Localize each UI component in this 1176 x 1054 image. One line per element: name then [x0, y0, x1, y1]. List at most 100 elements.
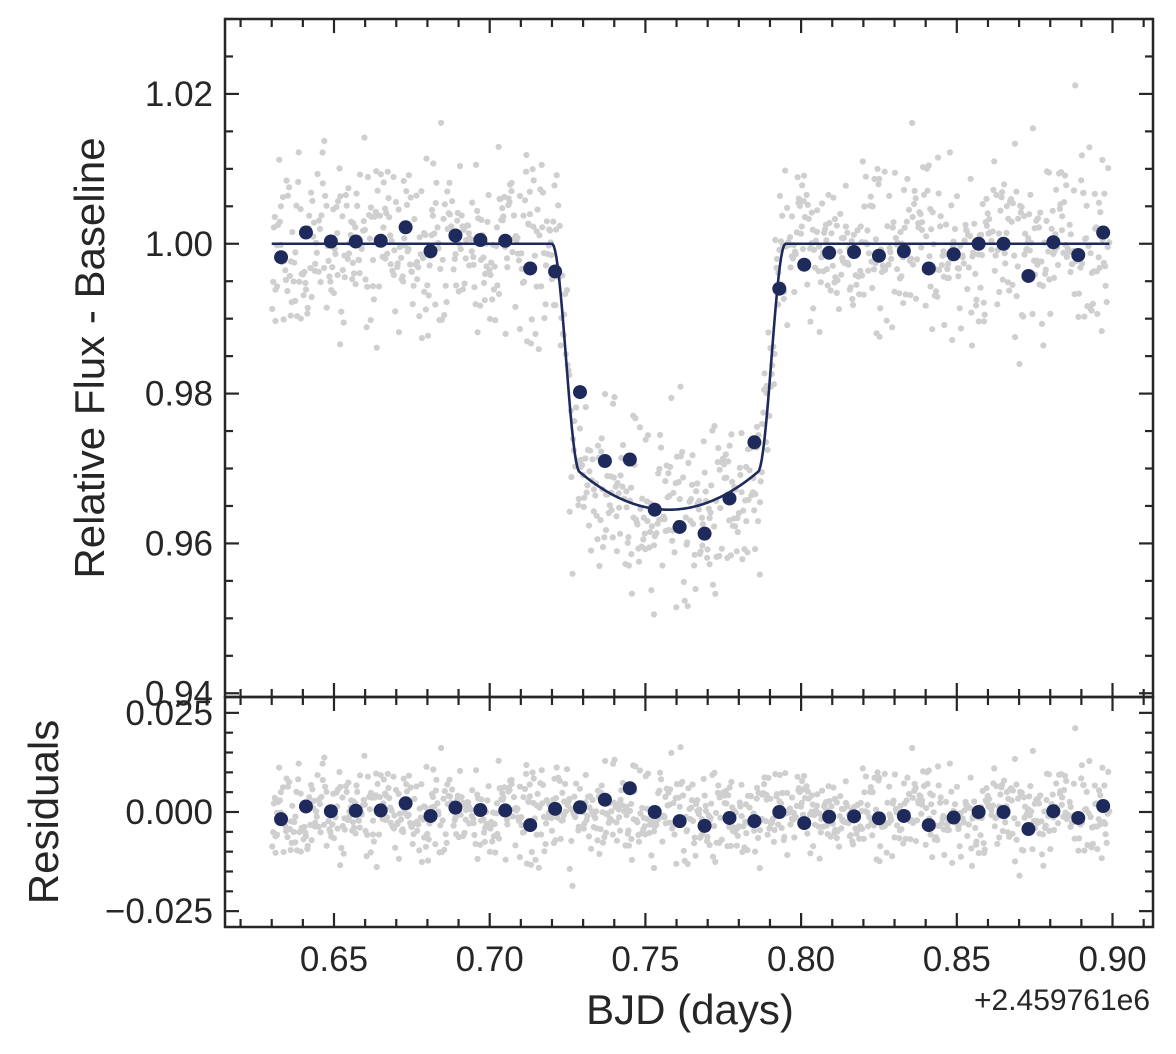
raw-flux-point	[297, 315, 304, 322]
raw-flux-point	[508, 188, 515, 195]
raw-flux-point	[382, 255, 389, 262]
binned-flux-point	[896, 244, 911, 259]
raw-residual-point	[801, 772, 808, 780]
raw-residual-point	[478, 796, 485, 803]
binned-flux-point	[921, 261, 936, 276]
raw-residual-point	[1001, 777, 1008, 784]
raw-flux-point	[857, 223, 864, 230]
raw-residual-point	[312, 819, 319, 826]
raw-residual-point	[504, 821, 511, 828]
raw-residual-point	[527, 861, 535, 868]
raw-residual-point	[274, 831, 281, 838]
raw-residual-point	[1063, 777, 1070, 785]
raw-flux-point	[443, 299, 450, 306]
flux-panel-frame	[223, 17, 1155, 699]
raw-residual-point	[481, 838, 488, 846]
raw-residual-point	[528, 848, 535, 856]
raw-flux-point	[480, 279, 488, 286]
raw-residual-point	[400, 775, 407, 782]
x-tick-label: 0.80	[767, 940, 835, 979]
raw-flux-point	[457, 246, 464, 253]
raw-residual-point	[430, 766, 437, 773]
raw-residual-point	[1089, 840, 1096, 847]
raw-residual-point	[308, 837, 315, 844]
x-tick-label: 0.70	[456, 940, 524, 979]
raw-flux-point	[1102, 263, 1109, 270]
raw-flux-point	[1047, 310, 1054, 317]
raw-flux-point	[1087, 250, 1094, 257]
raw-flux-point	[934, 154, 942, 161]
raw-flux-point	[817, 279, 824, 286]
raw-residual-point	[702, 802, 709, 809]
raw-flux-point	[1081, 313, 1088, 320]
raw-residual-point	[964, 832, 971, 840]
raw-residual-point	[784, 852, 791, 859]
raw-flux-point	[975, 318, 982, 325]
raw-flux-point	[889, 224, 896, 231]
raw-residual-point	[456, 767, 464, 775]
raw-flux-point	[694, 480, 701, 487]
raw-residual-point	[723, 800, 730, 807]
raw-flux-point	[833, 222, 840, 229]
raw-flux-point	[842, 223, 850, 230]
raw-residual-point	[290, 828, 297, 836]
raw-residual-point	[375, 831, 383, 838]
raw-flux-point	[315, 217, 322, 224]
raw-residual-point	[807, 850, 814, 857]
raw-flux-point	[650, 611, 658, 618]
raw-residual-point	[1083, 788, 1090, 796]
raw-residual-point	[429, 794, 436, 801]
raw-residual-point	[867, 784, 874, 791]
raw-flux-point	[440, 215, 447, 222]
raw-flux-point	[333, 204, 340, 211]
raw-residual-point	[1081, 847, 1088, 854]
raw-flux-point	[465, 230, 472, 237]
raw-flux-point	[1018, 204, 1025, 211]
raw-flux-point	[470, 253, 477, 261]
flux-y-tick-label: 0.96	[145, 524, 213, 563]
raw-residual-point	[762, 818, 770, 825]
raw-flux-point	[935, 190, 942, 197]
raw-flux-point	[585, 522, 593, 529]
raw-flux-point	[418, 188, 425, 195]
raw-residual-point	[847, 832, 854, 839]
raw-residual-point	[625, 842, 633, 849]
raw-flux-point	[485, 192, 492, 199]
raw-flux-point	[966, 232, 974, 240]
raw-residual-point	[711, 769, 718, 777]
raw-residual-point	[737, 803, 744, 810]
raw-flux-point	[650, 542, 658, 549]
raw-flux-point	[444, 188, 451, 195]
raw-residual-point	[1095, 816, 1102, 823]
raw-flux-point	[349, 276, 356, 283]
raw-flux-point	[671, 549, 678, 556]
raw-flux-point	[424, 282, 431, 289]
raw-residual-point	[804, 788, 811, 795]
binned-flux-point	[847, 244, 862, 259]
raw-flux-point	[881, 168, 888, 175]
raw-flux-point	[927, 283, 934, 290]
raw-residual-point	[1009, 787, 1017, 794]
raw-flux-point	[711, 523, 718, 530]
raw-flux-point	[691, 562, 698, 569]
raw-flux-point	[728, 431, 735, 438]
raw-residual-point	[1020, 794, 1028, 801]
raw-residual-point	[1053, 780, 1060, 787]
raw-flux-point	[628, 551, 635, 558]
raw-flux-point	[624, 539, 631, 547]
raw-residual-point	[918, 810, 925, 818]
raw-flux-point	[1043, 217, 1050, 224]
raw-flux-point	[474, 207, 481, 215]
raw-residual-point	[271, 794, 278, 801]
raw-flux-point	[870, 266, 878, 273]
raw-residual-point	[584, 812, 591, 819]
raw-flux-point	[302, 286, 310, 293]
raw-flux-point	[356, 270, 363, 277]
raw-flux-point	[345, 250, 353, 257]
raw-flux-point	[689, 452, 696, 459]
raw-residual-point	[1078, 762, 1085, 769]
raw-residual-point	[1094, 846, 1101, 853]
raw-flux-point	[780, 295, 787, 302]
raw-flux-point	[301, 268, 308, 276]
raw-flux-point	[418, 335, 425, 342]
